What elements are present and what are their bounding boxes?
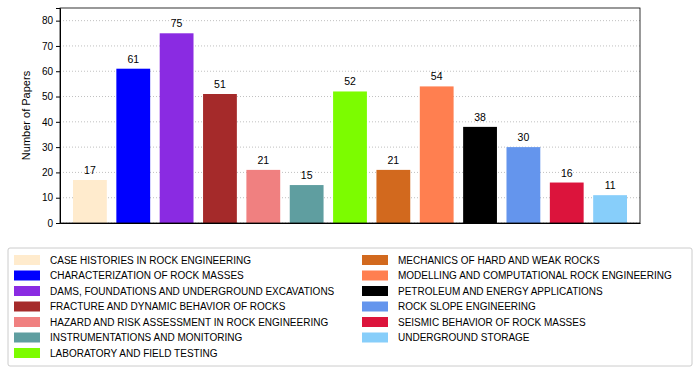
legend-label: MECHANICS OF HARD AND WEAK ROCKS: [398, 255, 600, 266]
y-tick-mark: [56, 223, 60, 224]
legend-item: MECHANICS OF HARD AND WEAK ROCKS: [362, 255, 600, 266]
legend-label: SEISMIC BEHAVIOR OF ROCK MASSES: [398, 317, 586, 328]
data-label: 17: [84, 164, 96, 176]
legend-label: UNDERGROUND STORAGE: [398, 332, 530, 343]
legend-label: CHARACTERIZATION OF ROCK MASSES: [50, 270, 244, 281]
bar: [290, 185, 324, 223]
grid-line: [60, 20, 640, 21]
legend-item: DAMS, FOUNDATIONS AND UNDERGROUND EXCAVA…: [14, 286, 335, 297]
legend-label: HAZARD AND RISK ASSESSMENT IN ROCK ENGIN…: [50, 317, 328, 328]
y-tick-label: 50: [42, 91, 54, 102]
y-tick-mark: [56, 122, 60, 123]
y-tick-label: 10: [42, 192, 54, 203]
legend-label: INSTRUMENTATIONS AND MONITORING: [50, 332, 242, 343]
bar: [506, 147, 540, 223]
data-label: 21: [388, 154, 400, 166]
x-axis-line: [61, 223, 641, 224]
legend-label: FRACTURE AND DYNAMIC BEHAVIOR OF ROCKS: [50, 301, 286, 312]
data-label: 61: [127, 53, 139, 65]
bar: [116, 69, 150, 223]
data-label: 54: [431, 70, 443, 82]
y-axis-line: [56, 9, 61, 224]
legend-swatch: [362, 333, 388, 343]
y-tick-mark: [56, 71, 60, 72]
y-tick: 0: [47, 218, 60, 229]
legend-item: HAZARD AND RISK ASSESSMENT IN ROCK ENGIN…: [14, 317, 328, 328]
y-tick: 30: [42, 142, 60, 153]
y-tick-label: 80: [42, 15, 54, 26]
y-tick-mark: [56, 198, 60, 199]
bar: [160, 33, 194, 223]
legend-label: DAMS, FOUNDATIONS AND UNDERGROUND EXCAVA…: [50, 286, 335, 297]
data-label: 21: [257, 154, 269, 166]
legend-swatch: [362, 317, 388, 327]
legend-swatch: [14, 348, 40, 358]
legend-item: INSTRUMENTATIONS AND MONITORING: [14, 332, 242, 343]
y-tick: 50: [42, 91, 60, 102]
legend-swatch: [14, 317, 40, 327]
legend-label: MODELLING AND COMPUTATIONAL ROCK ENGINEE…: [398, 270, 672, 281]
legend-label: ROCK SLOPE ENGINEERING: [398, 301, 536, 312]
y-tick-mark: [56, 147, 60, 148]
legend-swatch: [362, 271, 388, 281]
data-label: 51: [214, 78, 226, 90]
legend-item: CHARACTERIZATION OF ROCK MASSES: [14, 270, 244, 281]
legend-swatch: [14, 333, 40, 343]
y-tick-label: 20: [42, 167, 54, 178]
y-tick-label: 30: [42, 142, 54, 153]
legend-item: FRACTURE AND DYNAMIC BEHAVIOR OF ROCKS: [14, 301, 286, 312]
bar: [333, 91, 367, 223]
data-label: 16: [561, 167, 573, 179]
y-tick: 40: [42, 117, 60, 128]
data-label: 30: [518, 131, 530, 143]
legend-swatch: [14, 271, 40, 281]
legend-swatch: [14, 255, 40, 265]
legend-item: CASE HISTORIES IN ROCK ENGINEERING: [14, 255, 251, 266]
plot-frame: [60, 8, 640, 223]
data-label: 38: [474, 111, 486, 123]
legend-item: LABORATORY AND FIELD TESTING: [14, 348, 218, 359]
legend-item: PETROLEUM AND ENERGY APPLICATIONS: [362, 286, 603, 297]
y-tick: 20: [42, 167, 60, 178]
legend-swatch: [14, 286, 40, 296]
y-tick: 10: [42, 192, 60, 203]
legend-swatch: [362, 286, 388, 296]
y-tick-label: 40: [42, 117, 54, 128]
y-tick: 60: [42, 66, 60, 77]
bar: [463, 127, 497, 223]
y-tick-mark: [56, 21, 60, 22]
bar: [73, 180, 107, 223]
bar: [420, 86, 454, 223]
y-tick-mark: [56, 97, 60, 98]
y-tick-label: 70: [42, 41, 54, 52]
legend-label: CASE HISTORIES IN ROCK ENGINEERING: [50, 255, 251, 266]
y-tick: 80: [42, 15, 60, 26]
data-label: 75: [171, 17, 183, 29]
y-tick-mark: [56, 46, 60, 47]
legend-item: MODELLING AND COMPUTATIONAL ROCK ENGINEE…: [362, 270, 672, 281]
legend-item: UNDERGROUND STORAGE: [362, 332, 530, 343]
bar: [550, 183, 584, 223]
data-label: 52: [344, 75, 356, 87]
y-tick: 70: [42, 41, 60, 52]
y-tick-label: 0: [47, 218, 53, 229]
legend-swatch: [362, 255, 388, 265]
bar: [593, 195, 627, 223]
legend-item: ROCK SLOPE ENGINEERING: [362, 301, 536, 312]
y-axis-title: Number of Papers: [20, 70, 32, 160]
legend-swatch: [362, 302, 388, 312]
legend-swatch: [14, 302, 40, 312]
legend-label: LABORATORY AND FIELD TESTING: [50, 348, 218, 359]
data-label: 11: [605, 179, 616, 191]
grid-line: [60, 45, 640, 46]
y-tick-label: 60: [42, 66, 54, 77]
data-label: 15: [301, 169, 313, 181]
bar: [246, 170, 280, 223]
legend-label: PETROLEUM AND ENERGY APPLICATIONS: [398, 286, 603, 297]
legend-box: [8, 248, 692, 366]
legend-item: SEISMIC BEHAVIOR OF ROCK MASSES: [362, 317, 586, 328]
bar: [203, 94, 237, 223]
y-tick-mark: [56, 172, 60, 173]
bar: [376, 170, 410, 223]
